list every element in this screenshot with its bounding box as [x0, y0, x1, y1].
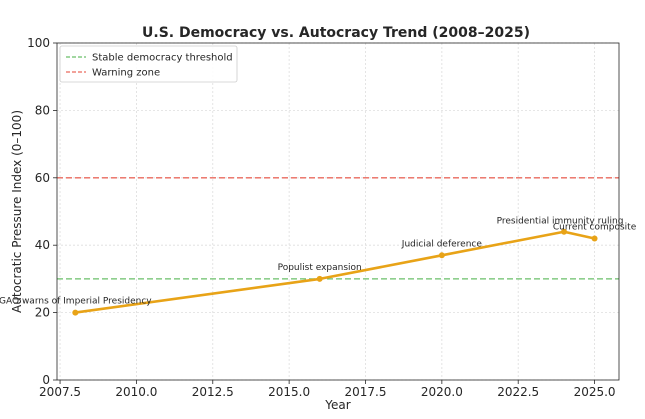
data-point: [561, 228, 568, 235]
data-point: [591, 235, 598, 242]
y-tick-label: 40: [35, 238, 50, 252]
y-tick-label: 100: [27, 36, 50, 50]
x-axis: 2007.5 2010.0 2012.5 2015.0 2017.5 2020.0 2022…: [39, 380, 616, 399]
legend-box: [59, 45, 238, 83]
x-tick-label: 2010.0: [115, 385, 157, 399]
y-tick-label: 60: [35, 171, 50, 185]
chart-title: U.S. Democracy vs. Autocracy Trend (2008…: [142, 25, 530, 41]
x-tick-label: 2015.0: [268, 385, 310, 399]
legend-label: Stable democracy threshold: [92, 53, 233, 64]
reference-lines: [57, 177, 619, 280]
y-tick-label: 80: [35, 103, 50, 117]
data-annotation: GAO warns of Imperial Presidency: [0, 297, 152, 307]
x-tick-label: 2022.5: [497, 385, 539, 399]
x-tick-label: 2020.0: [421, 385, 463, 399]
y-tick-label: 20: [35, 306, 50, 320]
legend-label: Warning zone: [92, 68, 160, 79]
annotations: GAO warns of Imperial Presidency Populist…: [0, 217, 637, 307]
series: [72, 228, 598, 316]
x-tick-label: 2017.5: [344, 385, 386, 399]
y-axis-title: Autocratic Pressure Index (0–100): [10, 110, 24, 313]
grid: [57, 42, 619, 381]
data-annotation: Current composite: [553, 222, 637, 232]
data-annotation: Presidential immunity ruling: [497, 217, 624, 227]
x-axis-title: Year: [324, 398, 350, 412]
y-axis: 0 20 40 60 80 100: [27, 36, 57, 387]
data-point: [316, 275, 323, 282]
data-point: [438, 252, 445, 259]
plot-frame: [56, 42, 620, 381]
x-tick-label: 2007.5: [39, 385, 81, 399]
x-tick-label: 2025.0: [574, 385, 616, 399]
y-tick-label: 0: [42, 373, 50, 387]
legend: Stable democracy threshold Warning zone: [59, 45, 238, 83]
data-point: [72, 309, 79, 316]
data-annotation: Populist expansion: [278, 263, 362, 273]
data-annotation: Judicial deference: [401, 239, 483, 249]
x-tick-label: 2012.5: [192, 385, 234, 399]
